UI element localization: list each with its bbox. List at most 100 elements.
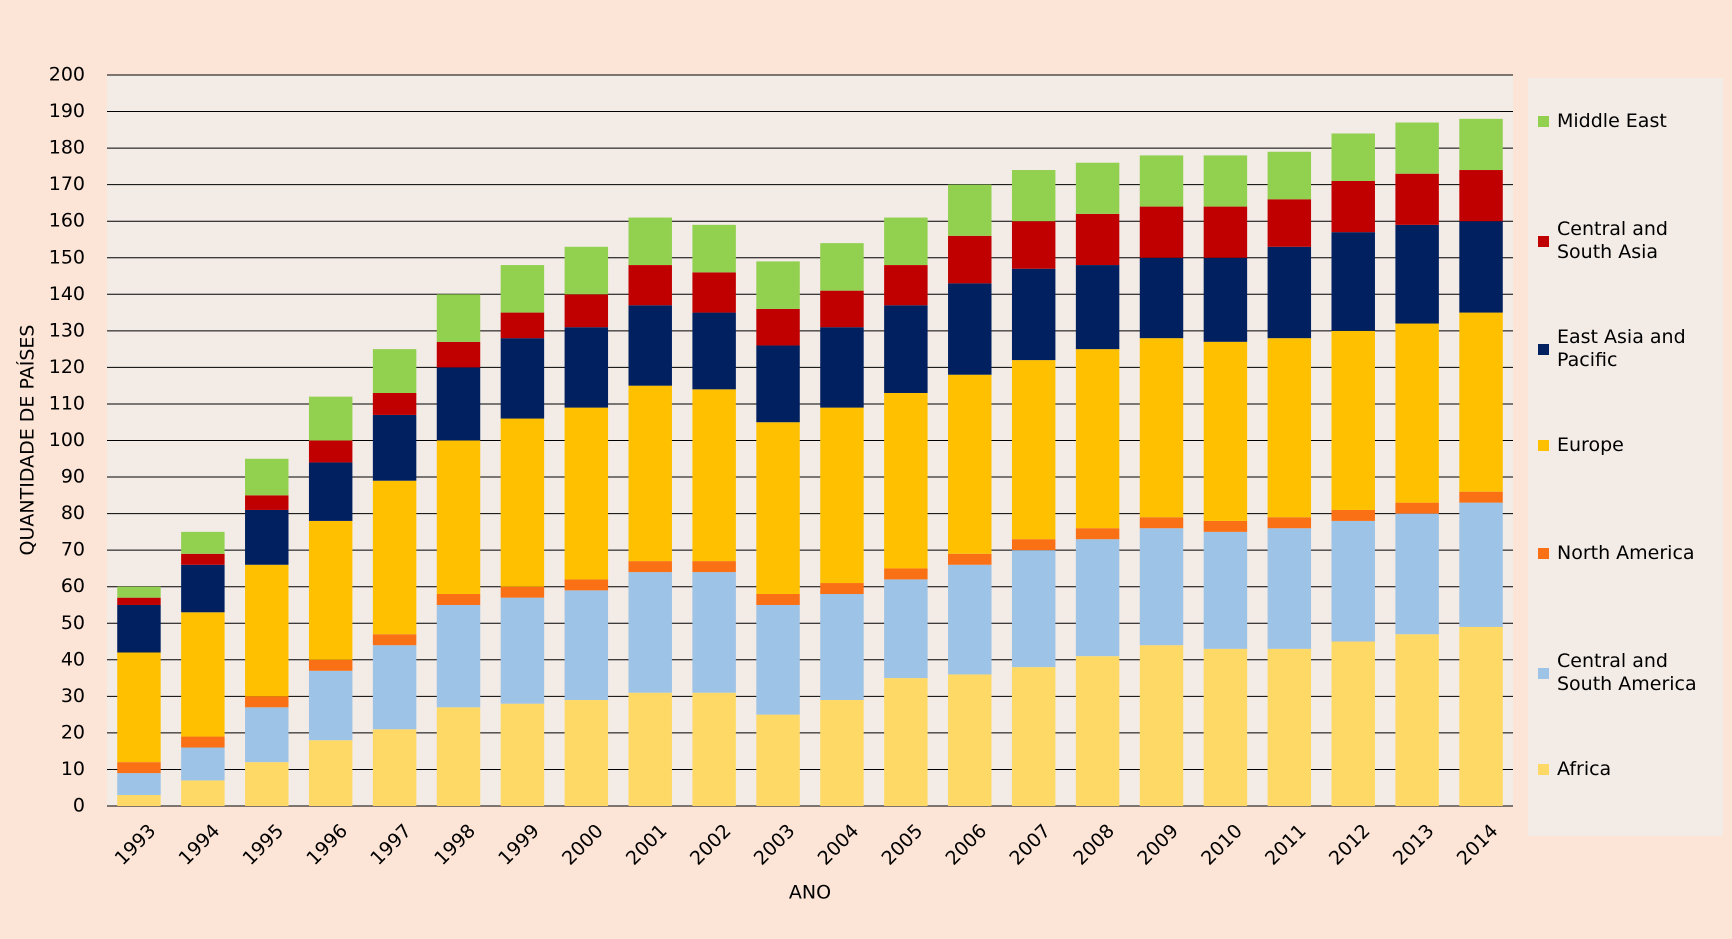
bar-segment xyxy=(372,634,417,646)
bar-segment xyxy=(372,414,417,481)
bar-segment xyxy=(564,700,609,806)
legend-swatch xyxy=(1538,440,1549,451)
x-tick-label: 1993 xyxy=(111,820,161,870)
bar-segment xyxy=(1139,528,1184,646)
bar-segment xyxy=(436,367,481,441)
y-tick-label: 0 xyxy=(73,795,85,817)
legend-swatch xyxy=(1538,667,1549,679)
bar-segment xyxy=(181,612,225,737)
x-tick-label: 2010 xyxy=(1197,820,1247,870)
bar-segment xyxy=(1011,221,1056,269)
y-tick-label: 180 xyxy=(49,137,85,159)
bar-segment xyxy=(1139,155,1184,207)
x-tick-label: 2011 xyxy=(1261,820,1311,870)
bar-segment xyxy=(117,795,161,806)
y-tick-label: 170 xyxy=(49,173,85,195)
y-tick-label: 130 xyxy=(49,319,85,341)
bar-segment xyxy=(308,659,353,671)
bar-segment xyxy=(1139,517,1184,529)
bar-segment xyxy=(820,290,864,328)
bar-segment xyxy=(1459,502,1503,627)
y-tick-label: 190 xyxy=(49,100,85,122)
bar-segment xyxy=(245,707,289,763)
bar-segment xyxy=(436,440,481,595)
bar-segment xyxy=(1331,232,1375,331)
bar-segment xyxy=(436,604,481,708)
bar-segment xyxy=(564,590,609,701)
legend-entry: Central and South America xyxy=(1538,650,1718,696)
x-tick-label: 2008 xyxy=(1069,820,1119,870)
legend-swatch xyxy=(1538,548,1549,559)
bar-segment xyxy=(1139,645,1184,806)
bar-segment xyxy=(1203,257,1248,342)
legend-label: Central and South Asia xyxy=(1557,218,1668,263)
bar-segment xyxy=(1331,180,1375,233)
bar-segment xyxy=(436,294,481,342)
bar-segment xyxy=(692,272,736,313)
bar-segment xyxy=(245,762,289,806)
bar-segment xyxy=(308,520,353,660)
x-tick-label: 1995 xyxy=(238,820,288,870)
bar-segment xyxy=(1395,224,1439,324)
y-tick-label: 20 xyxy=(61,721,85,743)
bar-segment xyxy=(1203,341,1248,521)
bar-segment xyxy=(820,327,864,408)
bar-segment xyxy=(692,692,736,806)
bar-segment xyxy=(117,604,161,653)
bar-segment xyxy=(1011,268,1056,361)
bar-segment xyxy=(181,564,225,613)
x-tick-label: 1997 xyxy=(366,820,416,870)
y-axis-label: QUANTIDADE DE PAÍSES xyxy=(16,325,39,556)
bar-segment xyxy=(820,594,864,701)
x-tick-label: 1996 xyxy=(302,820,352,870)
x-tick-label: 2002 xyxy=(686,820,736,870)
legend-label: Africa xyxy=(1557,758,1612,780)
bar-segment xyxy=(1267,151,1312,200)
bar-segment xyxy=(1267,338,1312,518)
bar-segment xyxy=(564,294,609,328)
bar-segment xyxy=(1011,550,1056,668)
bar-segment xyxy=(181,747,225,781)
bar-segment xyxy=(1459,312,1503,492)
y-tick-label: 40 xyxy=(61,648,85,670)
legend-entry: Central and South Asia xyxy=(1538,218,1718,264)
bar-segment xyxy=(628,217,672,266)
bar-segment xyxy=(1075,349,1120,529)
bar-segment xyxy=(1395,513,1439,635)
bar-segment xyxy=(1075,265,1120,350)
bar-segment xyxy=(1459,626,1503,806)
legend-label: East Asia and Pacific xyxy=(1557,326,1686,371)
bar-segment xyxy=(372,645,417,730)
bar-segment xyxy=(756,422,800,595)
bar-segment xyxy=(1331,641,1375,806)
legend-swatch xyxy=(1538,235,1549,247)
bar-segment xyxy=(245,696,289,708)
bar-segment xyxy=(1267,517,1312,529)
bar-segment xyxy=(628,561,672,573)
bar-segment xyxy=(1331,133,1375,181)
bar-segment xyxy=(1459,491,1503,503)
bar-segment xyxy=(948,374,992,554)
y-tick-label: 30 xyxy=(61,685,85,707)
bar-segment xyxy=(1075,539,1120,657)
bar-segment xyxy=(1395,173,1439,225)
bar-segment xyxy=(1459,118,1503,171)
bar-segment xyxy=(820,700,864,806)
y-tick-label: 200 xyxy=(49,64,85,86)
bar-segment xyxy=(948,553,992,565)
bar-segment xyxy=(117,652,161,763)
bar-segment xyxy=(500,265,545,313)
bar-segment xyxy=(756,308,800,346)
y-tick-label: 100 xyxy=(49,429,85,451)
bar-segment xyxy=(884,579,928,679)
bar-segment xyxy=(1075,528,1120,540)
x-tick-label: 2005 xyxy=(878,820,928,870)
bar-segment xyxy=(500,312,545,339)
bar-segment xyxy=(1139,206,1184,258)
x-tick-label: 2003 xyxy=(750,820,800,870)
bar-segment xyxy=(1331,330,1375,510)
bar-segment xyxy=(372,392,417,415)
bar-segment xyxy=(692,389,736,562)
bar-segment xyxy=(245,509,289,565)
